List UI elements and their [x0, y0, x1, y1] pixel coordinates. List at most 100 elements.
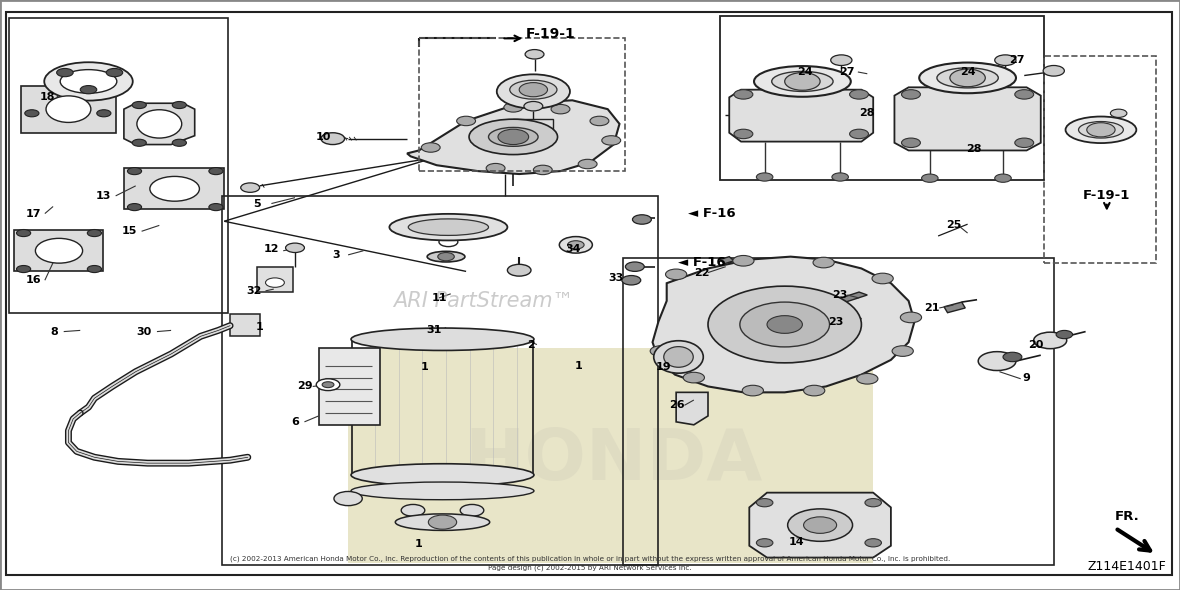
Bar — [222, 196, 658, 565]
Ellipse shape — [787, 509, 852, 542]
Circle shape — [460, 504, 484, 516]
Circle shape — [533, 165, 552, 175]
Ellipse shape — [395, 514, 490, 530]
Polygon shape — [826, 316, 861, 327]
Text: F-19-1: F-19-1 — [1083, 189, 1130, 202]
Ellipse shape — [389, 214, 507, 241]
Circle shape — [286, 243, 304, 253]
Ellipse shape — [350, 464, 533, 486]
Polygon shape — [832, 292, 867, 304]
Circle shape — [87, 266, 101, 273]
Circle shape — [17, 230, 31, 237]
Text: 10: 10 — [315, 132, 332, 142]
Circle shape — [428, 515, 457, 529]
Circle shape — [132, 101, 146, 109]
Ellipse shape — [408, 219, 489, 235]
Bar — [623, 258, 1054, 565]
Circle shape — [401, 504, 425, 516]
Circle shape — [832, 173, 848, 181]
Circle shape — [902, 90, 920, 99]
Circle shape — [740, 302, 830, 347]
Circle shape — [132, 139, 146, 146]
Circle shape — [106, 68, 123, 77]
Text: 20: 20 — [1028, 340, 1044, 350]
Bar — [419, 38, 625, 171]
Circle shape — [650, 346, 671, 356]
Ellipse shape — [150, 176, 199, 201]
Circle shape — [209, 204, 223, 211]
Text: 18: 18 — [39, 93, 55, 102]
Circle shape — [900, 312, 922, 323]
Polygon shape — [407, 100, 620, 174]
Ellipse shape — [427, 251, 465, 262]
Ellipse shape — [919, 63, 1016, 93]
Bar — [9, 18, 228, 313]
Bar — [14, 230, 103, 271]
Circle shape — [922, 174, 938, 182]
Ellipse shape — [772, 71, 833, 91]
Bar — [720, 16, 1044, 180]
Circle shape — [632, 215, 651, 224]
Circle shape — [519, 83, 548, 97]
Text: 12: 12 — [263, 244, 280, 254]
Circle shape — [80, 86, 97, 94]
Circle shape — [507, 264, 531, 276]
Circle shape — [57, 68, 73, 77]
Circle shape — [622, 276, 641, 285]
Bar — [230, 314, 260, 336]
Circle shape — [524, 101, 543, 111]
Circle shape — [756, 173, 773, 181]
Circle shape — [241, 183, 260, 192]
Bar — [319, 348, 380, 425]
Circle shape — [950, 69, 985, 87]
Bar — [257, 267, 293, 292]
Polygon shape — [729, 90, 873, 142]
Text: 27: 27 — [839, 67, 855, 77]
Circle shape — [831, 55, 852, 65]
Circle shape — [266, 278, 284, 287]
Circle shape — [756, 539, 773, 547]
Circle shape — [625, 262, 644, 271]
Circle shape — [1003, 352, 1022, 362]
Bar — [124, 168, 224, 209]
Circle shape — [813, 257, 834, 268]
Circle shape — [421, 143, 440, 152]
Text: (c) 2002-2013 American Honda Motor Co., Inc. Reproduction of the contents of thi: (c) 2002-2013 American Honda Motor Co., … — [230, 555, 950, 562]
Text: ARI PartStream™: ARI PartStream™ — [394, 291, 573, 311]
Text: 15: 15 — [122, 227, 138, 236]
Circle shape — [322, 382, 334, 388]
Text: 13: 13 — [96, 191, 112, 201]
Polygon shape — [720, 257, 734, 264]
Text: 17: 17 — [25, 209, 41, 218]
Circle shape — [568, 241, 584, 249]
Ellipse shape — [60, 70, 117, 93]
Text: 1: 1 — [256, 323, 263, 332]
Circle shape — [486, 163, 505, 173]
Ellipse shape — [350, 482, 533, 500]
Text: 34: 34 — [565, 244, 582, 254]
Text: 26: 26 — [669, 401, 686, 410]
Circle shape — [439, 237, 458, 247]
Circle shape — [438, 253, 454, 261]
Polygon shape — [944, 302, 965, 313]
Circle shape — [995, 174, 1011, 182]
Circle shape — [850, 90, 868, 99]
Ellipse shape — [510, 80, 557, 99]
Circle shape — [1056, 330, 1073, 339]
Text: 22: 22 — [694, 268, 710, 277]
Ellipse shape — [350, 328, 533, 350]
Text: 6: 6 — [291, 418, 299, 427]
Ellipse shape — [35, 238, 83, 263]
Circle shape — [734, 90, 753, 99]
Ellipse shape — [137, 110, 182, 138]
Circle shape — [578, 159, 597, 169]
Circle shape — [87, 230, 101, 237]
Circle shape — [321, 133, 345, 145]
Polygon shape — [676, 392, 708, 425]
Polygon shape — [124, 103, 195, 145]
Circle shape — [1087, 123, 1115, 137]
Ellipse shape — [45, 62, 132, 101]
Ellipse shape — [1066, 117, 1136, 143]
Circle shape — [551, 104, 570, 114]
Circle shape — [857, 373, 878, 384]
